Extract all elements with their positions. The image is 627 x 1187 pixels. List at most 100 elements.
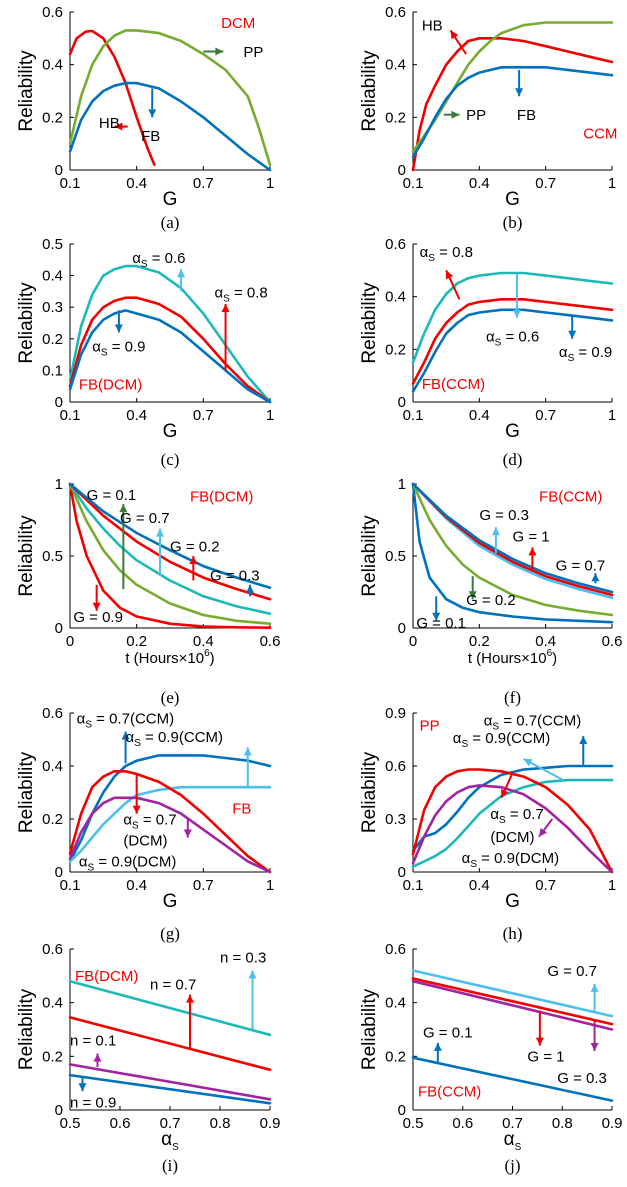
x-tick-label: 0.1 <box>60 407 81 424</box>
x-tick-label: 0.4 <box>535 633 556 650</box>
series-line <box>411 271 614 364</box>
y-tick-label: 0.6 <box>385 236 406 253</box>
annotation-sub: S <box>428 253 435 264</box>
panel-caption: (h) <box>503 924 523 943</box>
y-tick-label: 0.2 <box>385 1048 406 1065</box>
annotation-label: αS = 0.9(CCM) <box>453 730 550 750</box>
y-tick-label: 0.4 <box>385 57 406 74</box>
x-tick-label: 0.6 <box>260 633 281 650</box>
x-axis-label: G <box>505 421 520 442</box>
y-axis-label: Reliability <box>359 515 380 597</box>
annotation-label: G = 0.1 <box>416 615 466 632</box>
annotation-label: αS = 0.9(DCM) <box>462 850 559 870</box>
y-axis-label: Reliability <box>359 50 380 132</box>
y-tick-label: 0.5 <box>385 548 406 565</box>
y-tick-label: 0.2 <box>42 1048 63 1065</box>
y-tick-label: 0.2 <box>385 109 406 126</box>
arrow-head <box>114 122 123 131</box>
annotation-label: (DCM) <box>123 833 167 850</box>
annotation-label: n = 0.3 <box>220 949 266 966</box>
annotation-label: αS = 0.6 <box>486 328 539 348</box>
series-line <box>68 482 272 615</box>
panel-g: 0.1 0.4 0.7 1 0 0.2 0.4 0.6 Reliability GαS = 0.7… <box>16 705 274 943</box>
x-tick-label: 0.4 <box>126 175 147 192</box>
series-line <box>411 977 614 1026</box>
annotation-label: FB(CCM) <box>539 488 602 505</box>
annotation-label: αS = 0.6 <box>132 250 185 270</box>
y-axis-label: Reliability <box>16 988 37 1070</box>
y-tick-label: 0 <box>398 394 406 411</box>
panel-caption: (e) <box>161 688 180 707</box>
panel-f: 0 0.2 0.4 0.6 0 0.5 1 Reliability t (Hours×106) F… <box>359 476 622 707</box>
x-tick-label: 0.4 <box>193 633 214 650</box>
annotation-sub: S <box>132 820 139 831</box>
series-line <box>411 969 614 1018</box>
series-line <box>411 778 614 869</box>
annotation-label: G = 0.2 <box>466 592 516 609</box>
arrow-head <box>177 269 186 278</box>
arrow-head <box>119 504 128 513</box>
panel-d: 0.1 0.4 0.7 1 0 0.2 0.4 0.6 Reliability GαS = 0.8… <box>359 236 616 469</box>
y-tick-label: 0.6 <box>42 705 63 722</box>
annotation-label: FB <box>141 128 160 145</box>
panel-caption: (i) <box>162 1156 178 1175</box>
y-tick-label: 1 <box>55 476 63 493</box>
arrow-head <box>491 527 500 536</box>
annotation-suffix: = 0.9(DCM) <box>94 854 176 871</box>
arrow-head <box>501 788 509 798</box>
arrow-head <box>515 88 524 97</box>
annotation-label: CCM <box>583 125 617 142</box>
x-tick-label: 0.1 <box>403 877 424 894</box>
y-tick-label: 0 <box>55 1102 63 1119</box>
arrow-head <box>433 1042 442 1051</box>
y-tick-label: 0 <box>398 1102 406 1119</box>
arrow-head <box>215 47 224 56</box>
y-tick-label: 0 <box>55 864 63 881</box>
series-line <box>68 979 272 1037</box>
series-line <box>68 29 156 166</box>
y-tick-label: 0 <box>398 620 406 637</box>
annotation-label: αS = 0.7(CCM) <box>484 712 581 732</box>
annotation-label: FB(DCM) <box>79 376 142 393</box>
x-axis-label: G <box>505 189 520 210</box>
annotation-label: FB(DCM) <box>75 968 138 985</box>
x-tick-label: 0.1 <box>403 407 424 424</box>
annotation-sub: S <box>499 815 506 826</box>
x-axis-label: t (Hours×106) <box>125 648 214 667</box>
x-tick-label: 0.9 <box>260 1115 281 1132</box>
arrow-head <box>186 994 194 1003</box>
annotation-suffix: = 0.6 <box>148 250 186 267</box>
y-tick-label: 0.2 <box>385 341 406 358</box>
x-axis-label: G <box>163 891 178 912</box>
annotation-label: G = 0.9 <box>73 609 123 626</box>
arrow-head <box>432 612 441 621</box>
y-tick-label: 0.4 <box>385 995 406 1012</box>
panel-i: 0.5 0.6 0.7 0.8 0.9 0 0.2 0.4 0.6 Reliability αS FB… <box>16 941 280 1175</box>
annotation-sub: S <box>101 347 108 358</box>
arrow-head <box>591 573 600 582</box>
x-tick-label: 0.6 <box>602 633 623 650</box>
x-tick-label: 0.4 <box>126 877 147 894</box>
arrow-head <box>183 829 192 838</box>
arrow-head <box>121 731 130 740</box>
panel-caption: (j) <box>504 1156 520 1175</box>
panel-caption: (a) <box>161 213 180 232</box>
x-tick-label: 0.4 <box>469 407 490 424</box>
panel-caption: (d) <box>503 450 523 469</box>
arrow-head <box>579 735 588 744</box>
x-axis-label: αS <box>161 1129 179 1153</box>
annotation-sub: S <box>492 721 499 732</box>
panel-j: 0.5 0.6 0.7 0.8 0.9 0 0.2 0.4 0.6 Reliability αS G … <box>359 941 622 1175</box>
arrow-head <box>156 528 164 537</box>
x-tick-label: 0.1 <box>403 175 424 192</box>
annotation-label: G = 0.3 <box>210 567 260 584</box>
x-tick-label: 0.7 <box>502 1115 523 1132</box>
annotation-label: FB(DCM) <box>190 488 253 505</box>
x-tick-label: 0 <box>409 633 417 650</box>
panel-caption: (b) <box>503 213 523 232</box>
panel-a: 0.1 0.4 0.7 1 0 0.2 0.4 0.6 Reliability G DCM PP HB F… <box>16 4 274 232</box>
arrow-head <box>468 591 477 600</box>
x-tick-label: 0.8 <box>552 1115 573 1132</box>
annotation-suffix: = 0.6 <box>501 328 539 345</box>
annotation-label: G = 0.7 <box>547 963 597 980</box>
